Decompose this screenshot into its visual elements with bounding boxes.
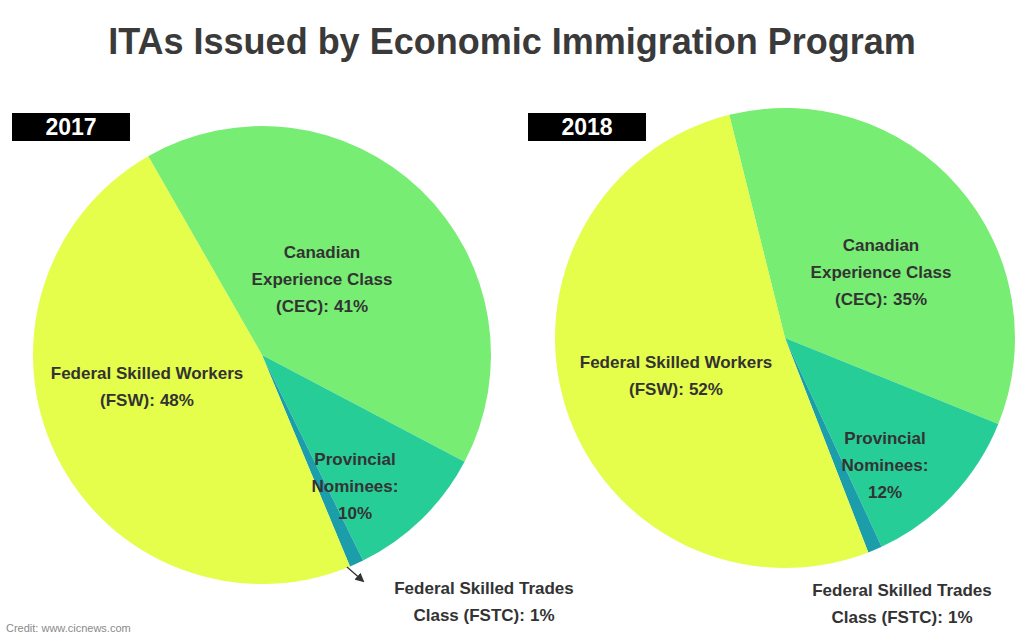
slice-value-label: 48%	[160, 391, 194, 410]
slice-category: Class (FSTC):	[413, 606, 524, 625]
slice-value-label: 10%	[338, 504, 372, 523]
slice-category: (FSW):	[629, 380, 684, 399]
slice-category: Experience Class	[252, 270, 393, 289]
pie-slice	[33, 156, 350, 584]
chart-subtitle: 2017	[45, 114, 96, 140]
pie-chart: 2017 Canadian Experience Class (CEC): 41% Pro…	[12, 113, 574, 625]
slice-value-label: 1%	[948, 608, 973, 627]
slice-category: Federal Skilled Workers	[580, 353, 772, 372]
slice-label: Federal Skilled Workers (FSW): 52%	[580, 353, 772, 399]
slice-category: Provincial	[844, 429, 925, 448]
chart-title: ITAs Issued by Economic Immigration Prog…	[108, 21, 916, 62]
slice-value-label: 12%	[868, 483, 902, 502]
slice-category: (CEC):	[835, 290, 888, 309]
slice-category: Class (FSTC):	[831, 608, 942, 627]
leader-arrow	[347, 567, 363, 581]
slice-category: Federal Skilled Trades	[812, 581, 992, 600]
slice-category: Nominees:	[312, 477, 399, 496]
slice-category: (FSW):	[100, 391, 155, 410]
slice-label: Federal Skilled Trades Class (FSTC): 1%	[812, 581, 992, 627]
slices	[555, 108, 1015, 568]
slice-label: Provincial Nominees: 10%	[312, 450, 399, 523]
chart-subtitle: 2018	[561, 114, 612, 140]
year-box	[528, 113, 646, 141]
slice-category: Federal Skilled Trades	[394, 579, 574, 598]
pie-chart: 2018 Canadian Experience Class (CEC): 35% Pro…	[528, 108, 1015, 627]
pie-slice	[555, 115, 868, 568]
slice-label: Canadian Experience Class (CEC): 35%	[811, 236, 952, 309]
slice-label: Provincial Nominees: 12%	[842, 429, 929, 502]
slice-label: Federal Skilled Workers (FSW): 48%	[51, 364, 243, 410]
slices	[33, 126, 491, 584]
slice-category: Nominees:	[842, 456, 929, 475]
slice-value-label: 52%	[689, 380, 723, 399]
year-box	[12, 113, 130, 141]
slice-value-label: 35%	[893, 290, 927, 309]
slice-category: Experience Class	[811, 263, 952, 282]
slice-value-label: 41%	[334, 297, 368, 316]
slice-category: Canadian	[843, 236, 920, 255]
credit: Credit: www.cicnews.com	[6, 622, 131, 634]
slice-label: Canadian Experience Class (CEC): 41%	[252, 243, 393, 316]
slice-category: Federal Skilled Workers	[51, 364, 243, 383]
slice-category: (CEC):	[276, 297, 329, 316]
chart-root: ITAs Issued by Economic Immigration Prog…	[0, 0, 1024, 640]
slice-category: Canadian	[284, 243, 361, 262]
slice-category: Provincial	[314, 450, 395, 469]
slice-label: Federal Skilled Trades Class (FSTC): 1%	[394, 579, 574, 625]
slice-value-label: 1%	[530, 606, 555, 625]
